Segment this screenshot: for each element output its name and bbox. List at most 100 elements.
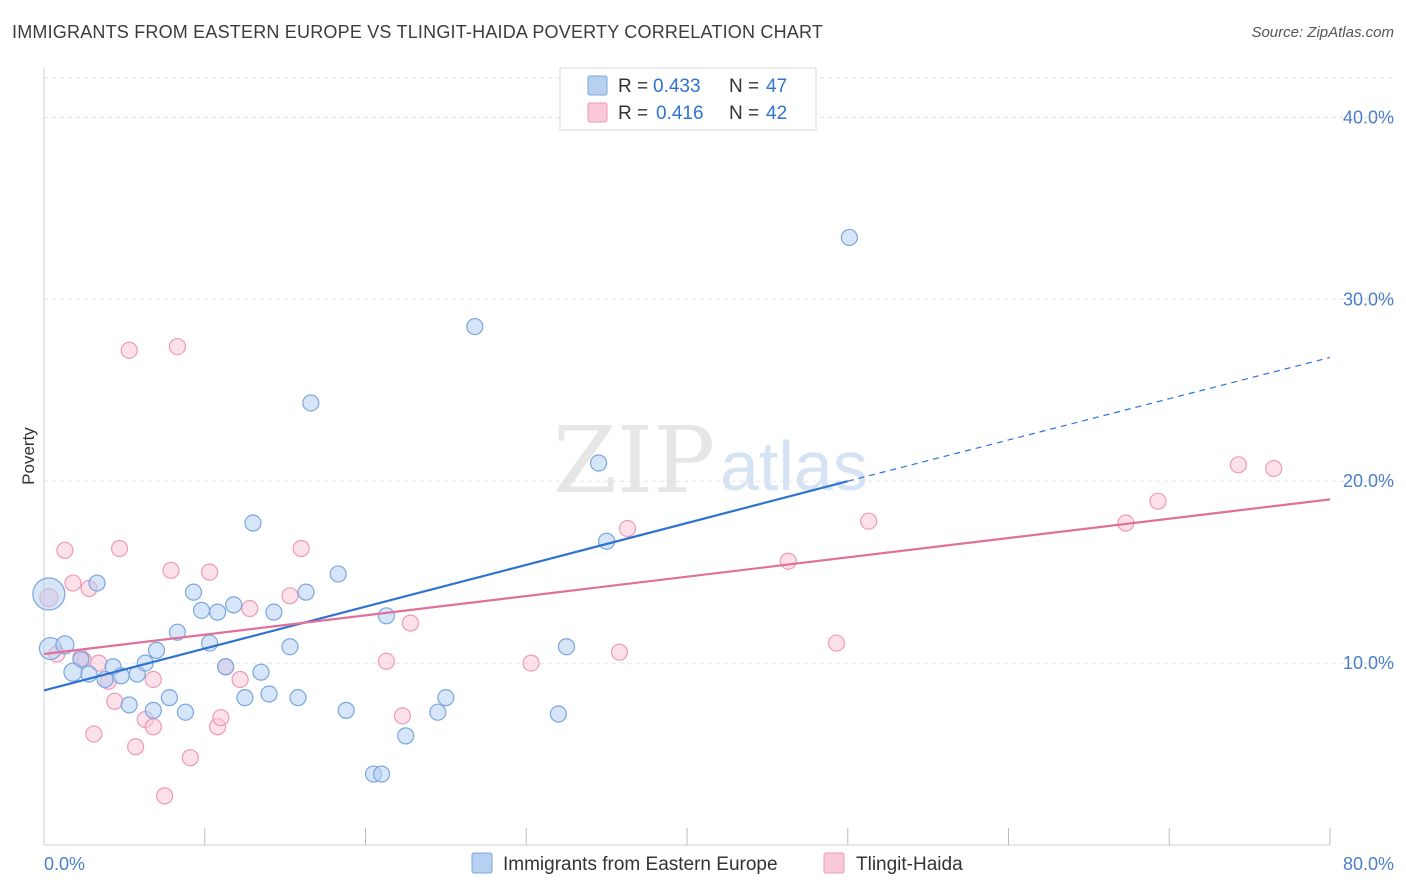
- scatter-point: [85, 725, 103, 743]
- chart-title: IMMIGRANTS FROM EASTERN EUROPE VS TLINGI…: [12, 22, 824, 42]
- scatter-point: [88, 574, 106, 592]
- scatter-point: [329, 565, 347, 583]
- scatter-point: [200, 563, 219, 581]
- scatter-point: [168, 623, 187, 641]
- scatter-point: [120, 341, 138, 359]
- scatter-point: [144, 718, 162, 736]
- scatter-point: [32, 577, 66, 611]
- scatter-point: [120, 696, 138, 714]
- trend-lines: [43, 356, 1331, 692]
- scatter-point: [549, 705, 568, 723]
- scatter-point: [241, 599, 259, 618]
- y-tick-label: 20.0%: [1343, 471, 1394, 491]
- x-tick-label-max: 80.0%: [1343, 854, 1394, 874]
- scatter-point: [184, 583, 203, 601]
- correlation-legend: R = 0.433 N = 47 R = 0.416 N = 42: [559, 67, 817, 131]
- scatter-point: [155, 787, 174, 805]
- legend-n-label-blue: N =: [729, 76, 759, 97]
- legend-r-value-blue: 0.433: [653, 76, 701, 97]
- scatter-point: [302, 394, 320, 412]
- scatter-point: [401, 614, 420, 632]
- scatter-point: [397, 727, 415, 745]
- scatter-point: [209, 603, 227, 621]
- legend-swatch-pink: [587, 102, 608, 123]
- scatter-point: [1149, 492, 1167, 510]
- scatter-point: [244, 514, 262, 532]
- scatter-point: [281, 587, 299, 605]
- scatter-point: [176, 703, 195, 721]
- scatter-point: [236, 689, 254, 707]
- y-tick-label: 10.0%: [1343, 653, 1394, 673]
- trend-line-eastern-europe-extrapolated: [847, 356, 1331, 482]
- scatter-point: [289, 689, 307, 707]
- scatter-point: [372, 765, 391, 783]
- scatter-point: [466, 317, 484, 336]
- scatter-point: [225, 596, 243, 614]
- trend-line-tlingit-haida: [43, 498, 1331, 656]
- bottom-legend-label-blue: Immigrants from Eastern Europe: [503, 854, 778, 875]
- bottom-legend-swatch-blue: [471, 852, 493, 874]
- y-tick-label: 30.0%: [1343, 289, 1394, 309]
- scatter-point: [63, 662, 83, 682]
- scatter-point: [160, 689, 178, 707]
- scatter-point: [144, 701, 162, 719]
- scatter-point: [192, 601, 211, 619]
- scatter-point: [297, 583, 315, 601]
- scatter-point: [147, 641, 166, 659]
- legend-n-label-pink: N =: [729, 103, 759, 124]
- scatter-point: [1229, 456, 1247, 474]
- watermark-zip: ZIP: [553, 407, 715, 514]
- scatter-point: [429, 703, 447, 721]
- scatter-point: [281, 638, 299, 656]
- y-tick-label: 40.0%: [1343, 107, 1394, 127]
- y-axis-label: Poverty: [19, 427, 38, 485]
- scatter-point: [827, 634, 846, 652]
- x-axis-ticks: [204, 828, 1331, 845]
- scatter-point: [212, 709, 230, 727]
- legend-n-value-pink: 42: [766, 103, 787, 124]
- scatter-point: [589, 454, 608, 472]
- scatter-point: [181, 749, 199, 767]
- scatter-point: [377, 652, 395, 670]
- legend-r-value-pink: 0.416: [656, 103, 704, 124]
- scatter-point: [610, 643, 629, 661]
- series-eastern-europe-points: [32, 228, 858, 783]
- scatter-point: [840, 228, 858, 247]
- scatter-point: [377, 607, 395, 625]
- scatter-point: [1265, 459, 1283, 478]
- scatter-point: [252, 663, 270, 681]
- scatter-point: [265, 603, 283, 621]
- series-legend: Immigrants from Eastern Europe Tlingit-H…: [471, 852, 963, 875]
- scatter-point: [56, 541, 74, 559]
- scatter-point: [168, 337, 187, 356]
- scatter-point: [144, 670, 162, 689]
- scatter-point: [522, 654, 540, 672]
- scatter-point: [106, 692, 124, 710]
- scatter-point: [260, 685, 278, 703]
- grid-lines: [44, 77, 1394, 664]
- scatter-point: [64, 574, 82, 592]
- scatter-point: [618, 519, 637, 538]
- scatter-point: [557, 638, 576, 656]
- scatter-point: [337, 701, 355, 719]
- legend-r-label-pink: R =: [618, 103, 648, 124]
- scatter-point: [55, 635, 75, 655]
- x-tick-label-min: 0.0%: [44, 854, 85, 874]
- scatter-point: [437, 689, 455, 707]
- scatter-point: [860, 512, 878, 530]
- scatter-point: [598, 532, 616, 550]
- bottom-legend-swatch-pink: [823, 852, 845, 874]
- legend-n-value-blue: 47: [766, 76, 787, 97]
- bottom-legend-label-pink: Tlingit-Haida: [856, 854, 963, 875]
- source-credit: Source: ZipAtlas.com: [1251, 24, 1394, 41]
- scatter-point: [217, 658, 235, 676]
- scatter-point: [779, 552, 797, 570]
- scatter-point: [231, 670, 249, 689]
- legend-swatch-blue: [587, 75, 608, 96]
- legend-r-label-blue: R =: [618, 76, 648, 97]
- watermark: ZIP atlas: [553, 407, 868, 514]
- y-tick-labels: 10.0% 20.0% 30.0% 40.0%: [1343, 107, 1394, 673]
- scatter-point: [292, 539, 310, 558]
- scatter-point: [162, 561, 180, 579]
- scatter-point: [110, 539, 129, 558]
